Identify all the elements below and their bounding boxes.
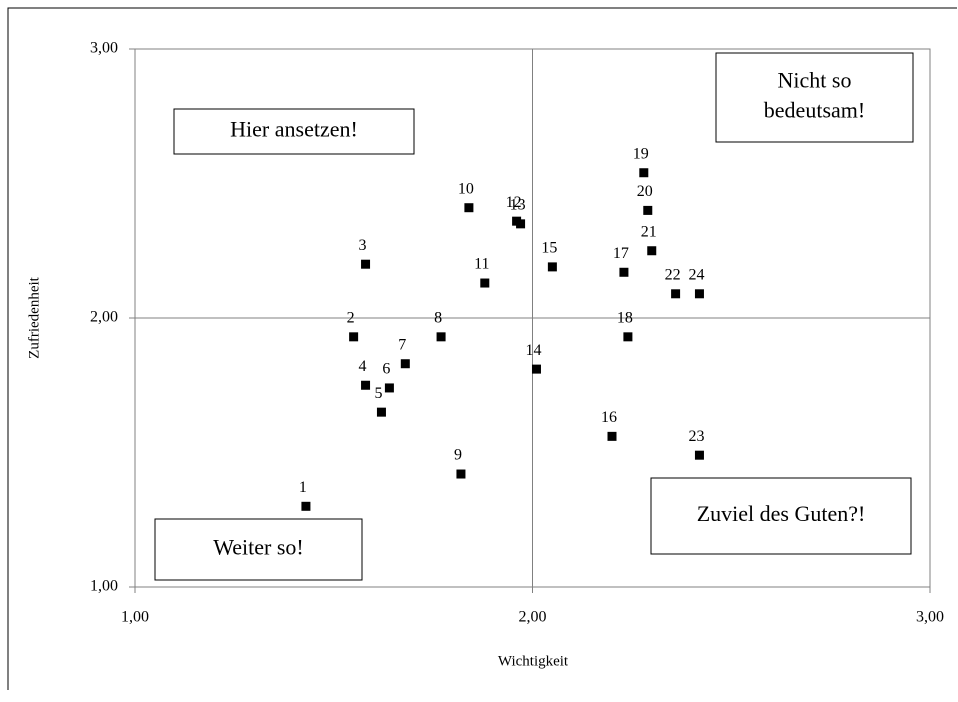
point [694,450,704,460]
point-label: 13 [510,197,526,214]
point [531,364,541,374]
annotation-text: Hier ansetzen! [230,117,358,142]
outer-frame [7,7,957,690]
point [464,203,474,213]
point-label: 11 [474,256,489,273]
point-label: 15 [541,240,557,257]
point-label: 7 [398,336,406,353]
annotation-text: bedeutsam! [764,98,865,123]
y-axis-title: Zufriedenheit [26,276,42,358]
point [301,501,311,511]
point-label: 9 [454,447,462,464]
point [694,289,704,299]
x-axis-title: Wichtigkeit [498,653,569,669]
point [639,168,649,178]
annotation-box [715,52,914,143]
point [376,407,386,417]
point-label: 18 [617,310,633,327]
point [671,289,681,299]
point-label: 24 [688,266,704,283]
point [436,332,446,342]
point-label: 22 [665,266,681,283]
point-label: 1 [299,479,307,496]
point-label: 3 [359,237,367,254]
point-label: 23 [688,428,704,445]
annotation-text: Nicht so [778,68,852,93]
point [349,332,359,342]
x-tick-label: 2,00 [519,609,547,626]
y-tick-label: 3,00 [90,40,118,57]
point-label: 21 [641,223,657,240]
point [384,383,394,393]
x-tick-label: 3,00 [916,609,944,626]
point [647,246,657,256]
point [400,359,410,369]
annotation-box [154,518,363,581]
point-label: 10 [458,180,474,197]
point [607,431,617,441]
annotation-box [650,477,912,555]
point [623,332,633,342]
point [643,205,653,215]
point-label: 5 [374,385,382,402]
point [619,267,629,277]
point [456,469,466,479]
annotation-text: Weiter so! [213,535,303,560]
point-label: 14 [525,342,541,359]
point-label: 17 [613,245,629,262]
point-label: 8 [434,310,442,327]
annotation-text: Zuviel des Guten?! [697,501,866,526]
point [516,219,526,229]
point [547,262,557,272]
point [361,380,371,390]
annotation-box [173,108,415,155]
point-label: 20 [637,183,653,200]
point-label: 6 [382,361,390,378]
point-label: 19 [633,145,649,162]
y-tick-label: 2,00 [90,309,118,326]
point-label: 16 [601,409,617,426]
point-label: 12 [506,194,522,211]
x-tick-label: 1,00 [121,609,149,626]
point [480,278,490,288]
point [361,259,371,269]
point-label: 2 [347,310,355,327]
y-tick-label: 1,00 [90,578,118,595]
point-label: 4 [359,358,367,375]
